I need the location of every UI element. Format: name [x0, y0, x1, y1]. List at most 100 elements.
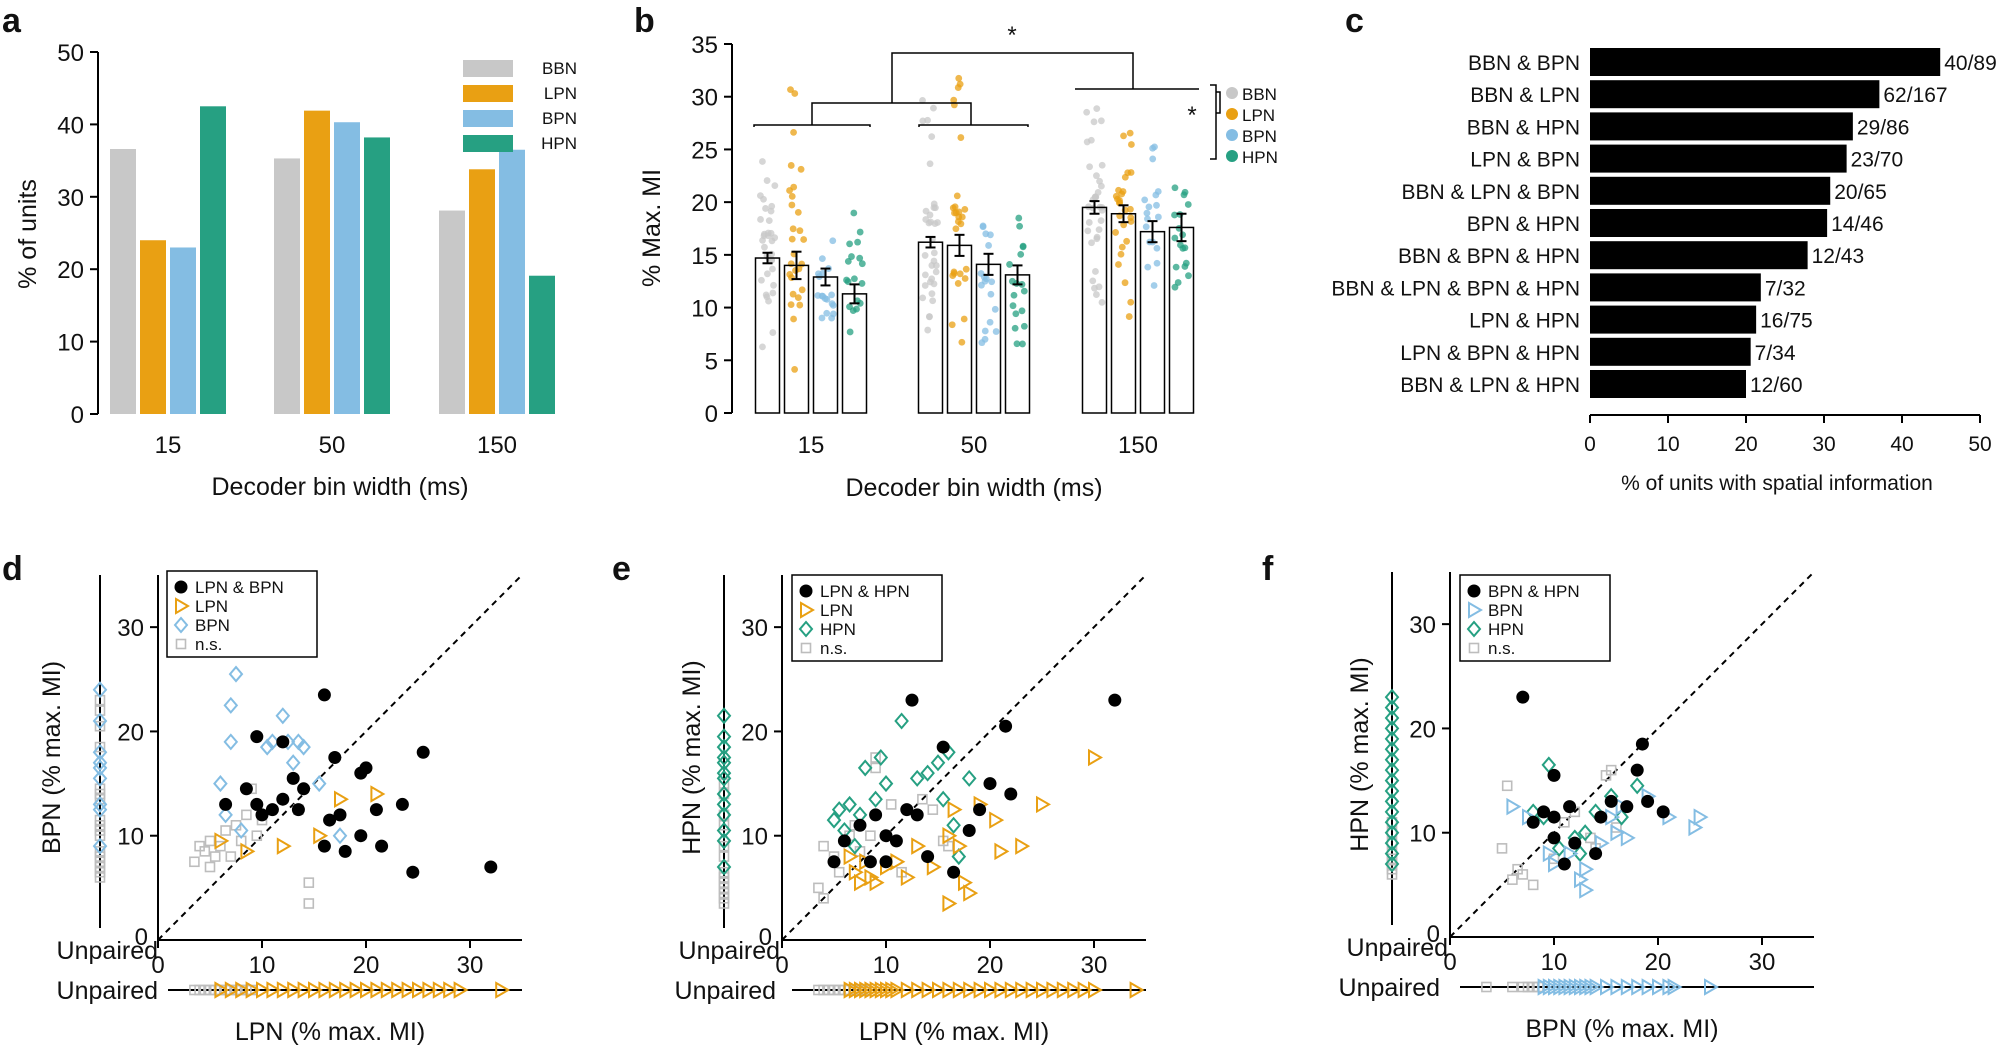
panel-a-legend-swatch-BBN: [463, 60, 513, 77]
panel-e-point-second-4: [847, 837, 863, 855]
panel-b-dot-LPN-15: [789, 290, 797, 298]
panel-e-x-tick-label: 30: [1081, 952, 1108, 979]
panel-d-unpaired-x-first-21: [432, 981, 448, 999]
panel-f-point-paired-7: [1563, 800, 1577, 814]
panel-e-scatter: e 0 10 20 30 0 10 20 30 Unpaired Unpaired LPN (% ma…: [612, 550, 1147, 1046]
panel-b-dot-BPN-150: [1152, 191, 1160, 199]
panel-d-unpaired-x-first-14: [360, 981, 375, 999]
panel-e-point-ns-1: [818, 892, 829, 904]
panel-e-point-second-3: [842, 795, 857, 813]
panel-e-point-second-18: [961, 769, 977, 787]
panel-b-dot-BBN-15: [758, 276, 765, 284]
panel-d-point-paired-1: [239, 782, 253, 796]
panel-e-legend-label-3: n.s.: [820, 639, 847, 658]
panel-d-point-second-1: [218, 806, 233, 824]
panel-d-unpaired-x-first-17: [391, 981, 407, 999]
panel-b-dot-HPN-150: [1172, 263, 1180, 271]
panel-d-point-paired-11: [317, 688, 331, 702]
panel-d-point-paired-7: [276, 792, 290, 806]
panel-e-point-paired-12: [936, 740, 950, 754]
panel-b-dot-BBN-15: [769, 329, 777, 336]
panel-d-unpaired-x-first-18: [401, 981, 417, 999]
panel-e-point-second-0: [826, 811, 842, 829]
panel-d-y-tick-label: 20: [117, 719, 144, 746]
panel-b-dot-LPN-50: [962, 265, 970, 273]
panel-a-y-tick-label: 20: [57, 257, 84, 284]
panel-f-point-paired-6: [1557, 857, 1571, 871]
panel-b-dot-LPN-150: [1127, 298, 1135, 306]
panel-f-point-paired-5: [1547, 810, 1561, 824]
panel-f-unpaired-y-second-12: [1384, 730, 1400, 748]
panel-b-dot-LPN-150: [1121, 279, 1129, 287]
panel-e-point-paired-3: [863, 855, 877, 869]
panel-e-legend-marker-0: [799, 584, 813, 598]
panel-b-dot-LPN-150: [1115, 261, 1122, 268]
panel-a-bar-chart: a 0 10 20 30 40 50 15 50 150 Decoder bin width (ms…: [2, 2, 577, 501]
panel-b-dot-LPN-15: [796, 227, 804, 235]
panel-a-legend-label-BBN: BBN: [542, 59, 577, 78]
panel-d-unpaired-x-first-19: [412, 981, 427, 999]
panel-e-point-first-18: [989, 811, 1005, 829]
panel-f-unpaired-y-second-8: [1384, 772, 1400, 790]
panel-e-point-paired-10: [910, 808, 924, 822]
panel-e-point-paired-18: [1004, 787, 1018, 801]
panel-b-dot-LPN-150: [1123, 237, 1131, 245]
panel-b-y-tick-label: 5: [705, 348, 718, 375]
panel-d-point-first-3: [313, 826, 329, 845]
panel-f-point-ns-4: [1517, 869, 1529, 880]
panel-b-dot-BBN-150: [1083, 108, 1091, 116]
panel-b-bracket-50: [918, 124, 1029, 127]
panel-b-dot-BPN-15: [828, 314, 836, 322]
panel-b-dot-BBN-150: [1098, 161, 1106, 169]
panel-f-unpaired-y-second-10: [1384, 751, 1400, 769]
panel-f-point-paired-9: [1589, 847, 1603, 861]
panel-b-dot-BBN-50: [921, 271, 929, 279]
panel-b-dot-HPN-50: [1018, 307, 1026, 315]
panel-e-point-second-10: [894, 712, 909, 730]
panel-f-legend-label-2: HPN: [1488, 620, 1524, 639]
panel-a-x-tick-label: 15: [155, 432, 182, 459]
panel-d-unpaired-x-first-11: [328, 981, 344, 999]
panel-c-x-tick-label: 0: [1584, 433, 1596, 456]
panel-c-bar-8: [1590, 305, 1757, 334]
panel-b-dot-HPN-50: [1010, 291, 1018, 299]
panel-f-letter: f: [1262, 550, 1274, 588]
panel-d-y-tick-label: 30: [117, 615, 144, 642]
panel-b-legend-label-BBN: BBN: [1242, 85, 1277, 104]
panel-b-dot-LPN-50: [949, 272, 957, 279]
panel-b-dot-BBN-150: [1093, 172, 1100, 180]
panel-f-point-ns-12: [1605, 764, 1617, 776]
panel-b-dot-BBN-15: [762, 205, 769, 212]
panel-b-dot-BBN-50: [926, 313, 933, 320]
panel-c-data-label-2: 29/86: [1857, 116, 1910, 139]
panel-b-dot-LPN-50: [958, 213, 966, 221]
panel-b-dot-LPN-150: [1127, 141, 1135, 148]
panel-f-unpaired-y-second-1: [1384, 845, 1400, 863]
panel-d-point-paired-25: [484, 860, 498, 874]
panel-f-y-tick-label: 30: [1409, 612, 1436, 639]
panel-e-point-first-20: [1015, 837, 1031, 855]
panel-f-unpaired-x-first-15: [1641, 978, 1657, 996]
panel-d-unpaired-y-second-6: [92, 743, 108, 761]
panel-f-point-paired-2: [1537, 805, 1551, 819]
panel-d-point-paired-22: [395, 797, 409, 811]
panel-b-dot-BBN-150: [1085, 219, 1093, 226]
panel-f-unpaired-y-second-4: [1384, 813, 1400, 831]
panel-f-point-first-3: [1548, 855, 1563, 873]
panel-b-dot-LPN-15: [790, 128, 797, 136]
panel-a-y-tick-label: 30: [57, 185, 84, 212]
panel-b-dot-LPN-150: [1117, 250, 1125, 258]
panel-b-dot-HPN-15: [848, 253, 855, 260]
panel-b-bar-BPN-150: [1139, 230, 1166, 414]
panel-d-y-axis-label: BPN (% max. MI): [38, 661, 66, 854]
panel-b-dot-BBN-150: [1093, 235, 1101, 243]
panel-e-unpaired-y-second-5: [716, 785, 732, 803]
panel-f-x-tick-label: 20: [1645, 949, 1672, 976]
panel-e-point-paired-8: [900, 803, 914, 817]
panel-e-point-second-13: [930, 754, 946, 772]
panel-b-dot-BPN-150: [1154, 213, 1162, 221]
panel-b-dot-BPN-150: [1141, 196, 1149, 204]
panel-c-bar-2: [1590, 112, 1853, 141]
panel-b-dot-BBN-15: [759, 343, 766, 351]
panel-f-unpaired-x-first-13: [1620, 978, 1636, 996]
